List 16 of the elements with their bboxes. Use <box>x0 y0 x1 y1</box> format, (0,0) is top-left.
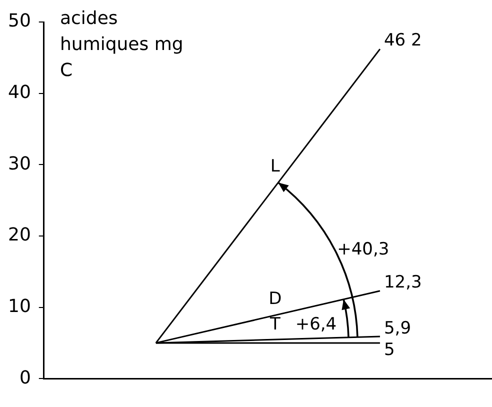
series-label: D <box>268 289 282 310</box>
series-label: L <box>270 156 280 176</box>
y-tick-label: 50 <box>8 10 31 32</box>
y-tick-label: 10 <box>8 296 31 317</box>
data-label: 5,9 <box>384 318 412 338</box>
data-label: 46 2 <box>384 30 422 51</box>
data-label: 5 <box>384 340 395 360</box>
y-tick-label: 40 <box>8 82 31 103</box>
data-label: 12,3 <box>384 272 422 292</box>
y-tick-label: 20 <box>8 224 31 246</box>
series-label: T <box>268 314 281 334</box>
annotation: +40,3 <box>337 239 390 260</box>
y-axis-title: acides humiques mg C <box>60 7 184 83</box>
annotation: +6,4 <box>295 314 337 334</box>
y-tick-label: 30 <box>8 153 31 174</box>
y-tick-label: 0 <box>19 367 31 388</box>
